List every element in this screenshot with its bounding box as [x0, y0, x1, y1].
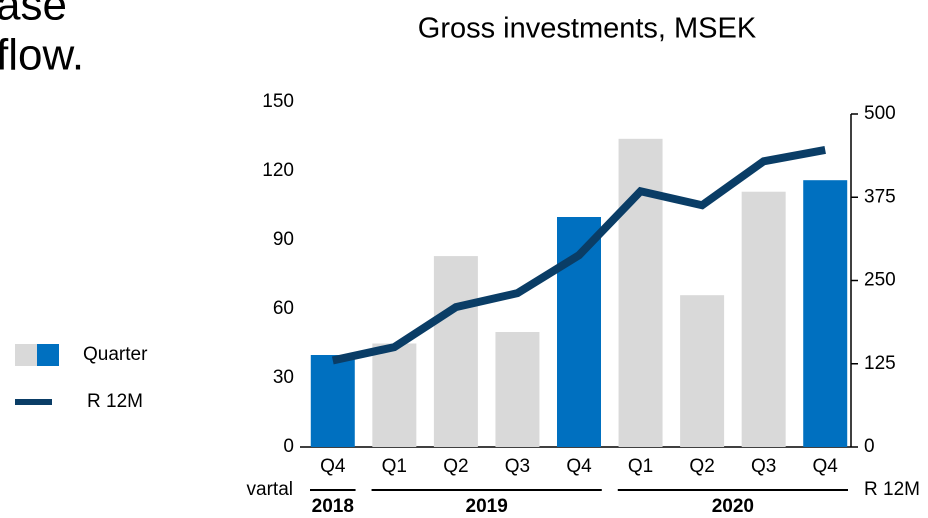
- bar: [618, 138, 663, 448]
- legend-swatch: [15, 344, 37, 366]
- x-axis-label: vartal: [247, 479, 293, 500]
- x-tick-label: Q2: [443, 456, 468, 477]
- y-tick-label: 60: [273, 298, 294, 319]
- x-tick-label: Q3: [505, 456, 530, 477]
- x-tick-label: Q1: [382, 456, 407, 477]
- legend-swatch: [37, 344, 59, 366]
- slide-text: ase: [0, 0, 67, 30]
- bar: [741, 191, 786, 447]
- y-tick-label: 120: [262, 160, 294, 181]
- x-tick-label: Q3: [751, 456, 776, 477]
- y-tick-label: 0: [283, 436, 294, 457]
- group-label: 2018: [312, 496, 354, 517]
- bar: [495, 332, 540, 447]
- legend-label: Quarter: [83, 344, 148, 365]
- y2-tick-label: 500: [864, 103, 896, 124]
- legend-label: R 12M: [87, 391, 143, 412]
- slide-text: flow.: [0, 31, 84, 80]
- group-label: 2019: [466, 496, 508, 517]
- x-tick-label: Q2: [689, 456, 714, 477]
- chart-title: Gross investments, MSEK: [418, 13, 757, 45]
- y-tick-label: 90: [273, 229, 294, 250]
- bar: [803, 180, 848, 447]
- bar: [680, 295, 725, 447]
- x-tick-label: Q4: [320, 456, 346, 477]
- x-tick-label: Q4: [566, 456, 592, 477]
- bar: [433, 256, 478, 447]
- y-tick-label: 30: [273, 367, 294, 388]
- y2-tick-label: 375: [864, 186, 896, 207]
- y-tick-label: 150: [262, 91, 294, 112]
- y2-tick-label: 250: [864, 270, 896, 291]
- x-tick-label: Q4: [813, 456, 839, 477]
- y2-tick-label: 125: [864, 353, 896, 374]
- y2-tick-label: 0: [864, 436, 875, 457]
- bar: [372, 343, 417, 447]
- group-label: 2020: [712, 496, 754, 517]
- bar: [310, 355, 355, 447]
- y2-axis-label: R 12M: [864, 479, 920, 500]
- x-tick-label: Q1: [628, 456, 653, 477]
- line-series: [331, 146, 826, 365]
